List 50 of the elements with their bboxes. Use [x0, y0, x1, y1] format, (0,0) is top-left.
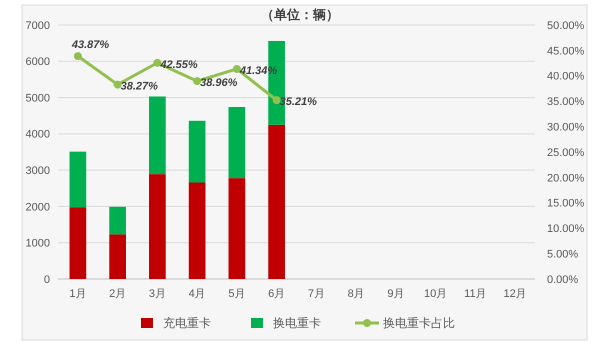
x-tick-label: 12月: [504, 288, 527, 300]
y-tick-label: 6000: [26, 56, 50, 68]
y-tick-label: 1000: [26, 238, 50, 250]
y-tick-label: 4000: [26, 128, 50, 141]
y-tick-label: 5000: [26, 92, 50, 104]
y2-tick-label: 40.00%: [547, 70, 585, 83]
data-label: 38.96%: [200, 77, 238, 90]
bar: [228, 178, 246, 279]
bar: [149, 96, 166, 174]
bar: [188, 120, 206, 182]
bar: [268, 124, 285, 279]
chart-title: （单位：辆）: [261, 7, 339, 22]
x-tick-label: 6月: [268, 288, 286, 300]
y2-tick-label: 20.00%: [547, 172, 585, 184]
x-tick-label: 2月: [109, 288, 126, 300]
y2-tick-label: 10.00%: [547, 223, 585, 236]
x-tick-label: 8月: [348, 288, 365, 300]
x-tick-label: 1月: [69, 288, 86, 300]
legend-label: 换电重卡: [273, 316, 321, 330]
y-tick-label: 0: [44, 274, 50, 286]
data-label: 38.27%: [120, 80, 158, 93]
bar: [149, 174, 166, 279]
point: [74, 52, 82, 60]
bar: [188, 182, 206, 279]
x-tick-label: 5月: [228, 288, 246, 300]
y2-tick-label: 15.00%: [547, 198, 585, 210]
y-tick-label: 3000: [26, 164, 50, 177]
legend-label: 换电重卡占比: [383, 316, 455, 330]
x-tick-label: 9月: [387, 288, 404, 300]
bar: [70, 152, 86, 208]
bar: [70, 208, 86, 279]
y2-tick-label: 35.00%: [547, 96, 585, 108]
data-label: 43.87%: [70, 39, 110, 52]
bar: [228, 107, 246, 178]
y2-tick-label: 25.00%: [547, 146, 585, 159]
y2-tick-label: 0.00%: [547, 274, 578, 286]
x-tick-label: 10月: [424, 288, 448, 300]
y-tick-label: 7000: [26, 20, 50, 32]
y2-tick-label: 45.00%: [547, 45, 585, 58]
x-tick-label: 11月: [464, 288, 487, 300]
x-tick-label: 3月: [148, 288, 166, 300]
legend-label: 充电重卡: [163, 316, 211, 330]
x-tick-label: 4月: [188, 288, 206, 300]
y2-tick-label: 5.00%: [547, 248, 578, 260]
x-tick-label: 7月: [308, 288, 325, 300]
y2-tick-label: 50.00%: [547, 20, 585, 32]
bar: [109, 206, 126, 234]
bar: [109, 234, 126, 279]
y-tick-label: 2000: [26, 201, 50, 214]
y2-tick-label: 30.00%: [547, 121, 585, 134]
